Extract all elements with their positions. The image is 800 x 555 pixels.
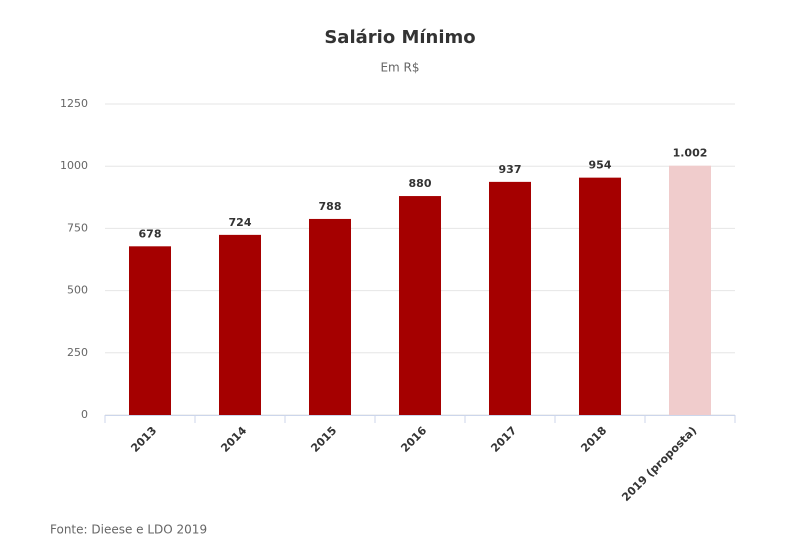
- data-label: 788: [319, 200, 342, 213]
- y-tick-label: 0: [81, 408, 88, 421]
- y-tick-label: 1000: [60, 159, 88, 172]
- y-tick-label: 250: [67, 346, 88, 359]
- x-tick-label: 2013: [128, 424, 159, 455]
- bar: [669, 165, 711, 415]
- data-label: 678: [139, 227, 162, 240]
- bar: [129, 246, 171, 415]
- data-label: 1.002: [673, 147, 708, 160]
- bar: [399, 196, 441, 415]
- data-label: 954: [589, 159, 612, 172]
- data-label: 937: [499, 163, 522, 176]
- x-tick-label: 2017: [488, 424, 519, 455]
- bar: [309, 218, 351, 415]
- y-tick-label: 750: [67, 221, 88, 234]
- data-label: 880: [409, 177, 432, 190]
- bar: [219, 234, 261, 415]
- bar: [579, 177, 621, 415]
- y-tick-label: 500: [67, 284, 88, 297]
- x-tick-label: 2015: [308, 424, 339, 455]
- x-tick-label: 2018: [578, 424, 609, 455]
- chart-title: Salário Mínimo: [324, 27, 475, 48]
- data-label: 724: [229, 216, 252, 229]
- x-tick-label: 2016: [398, 424, 429, 455]
- x-tick-label: 2019 (proposta): [619, 424, 699, 504]
- source-note: Fonte: Dieese e LDO 2019: [50, 523, 207, 537]
- x-tick-label: 2014: [218, 424, 249, 455]
- y-tick-label: 1250: [60, 97, 88, 110]
- chart-subtitle: Em R$: [380, 61, 419, 75]
- bar: [489, 181, 531, 415]
